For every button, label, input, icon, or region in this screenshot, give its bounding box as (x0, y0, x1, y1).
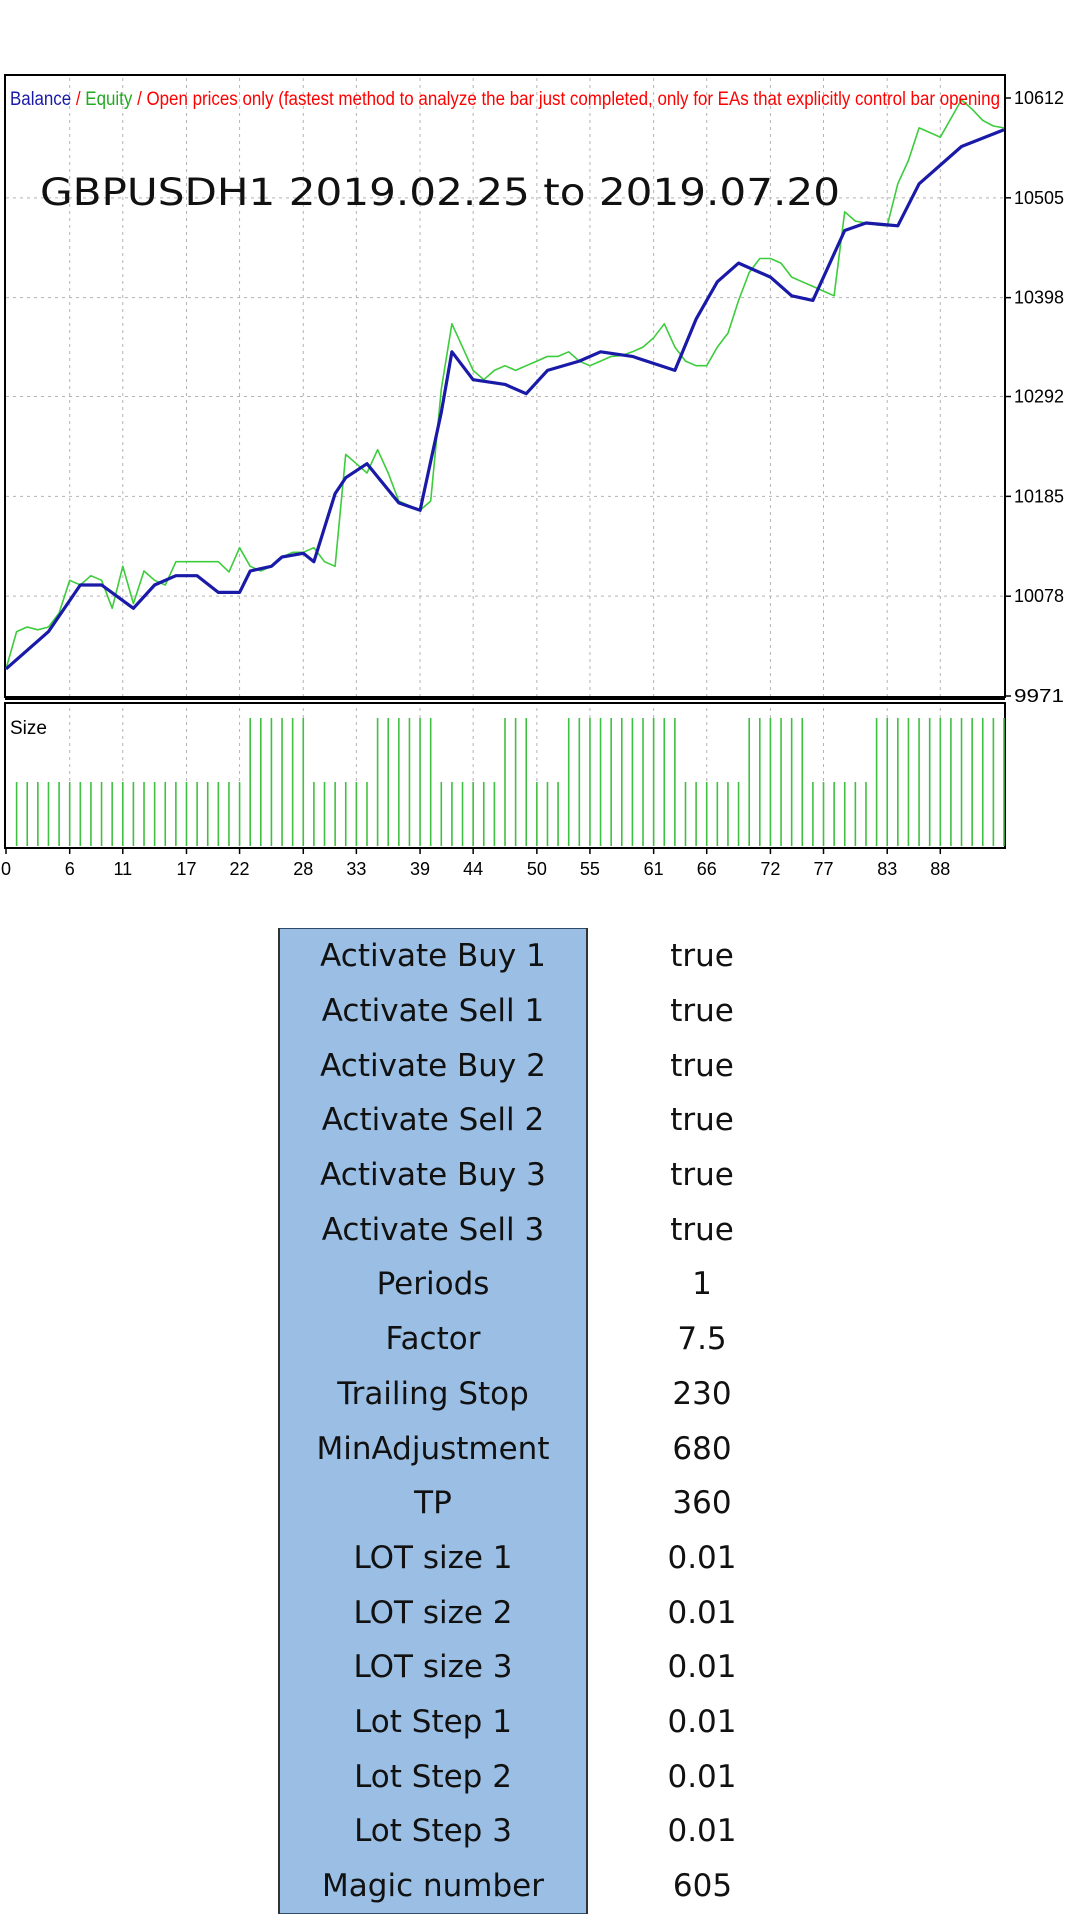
y-tick-label: 10078 (1014, 586, 1064, 606)
legend-balance: Balance (10, 89, 71, 110)
param-value: 0.01 (587, 1530, 817, 1586)
param-value: 7.5 (587, 1311, 817, 1367)
x-tick-label: 28 (293, 859, 313, 879)
param-label: LOT size 3 (278, 1639, 588, 1695)
param-value: true (587, 928, 817, 984)
legend-separator-2: / (132, 89, 146, 110)
x-tick-label: 6 (65, 859, 75, 879)
param-label: Activate Buy 2 (278, 1038, 588, 1094)
param-row: Trailing Stop 230 (278, 1366, 817, 1422)
x-tick-label: 72 (760, 859, 780, 879)
param-row: Factor 7.5 (278, 1311, 817, 1367)
x-tick-label: 17 (176, 859, 196, 879)
param-row: Lot Step 2 0.01 (278, 1749, 817, 1804)
param-label: Activate Sell 3 (278, 1202, 588, 1258)
param-row: Activate Sell 1 true (278, 983, 817, 1039)
param-label: Trailing Stop (278, 1366, 588, 1422)
size-bars (15, 718, 1005, 846)
param-label: Lot Step 1 (278, 1694, 588, 1750)
param-row: MinAdjustment 680 (278, 1421, 817, 1476)
size-panel-label: Size (10, 718, 47, 739)
param-value: true (587, 1093, 817, 1148)
param-label: Activate Buy 3 (278, 1147, 588, 1203)
x-tick-label: 33 (346, 859, 366, 879)
param-row: LOT size 3 0.01 (278, 1639, 817, 1695)
param-row: Magic number 605 (278, 1858, 817, 1915)
y-tick-label: 10292 (1014, 387, 1064, 407)
series-layer (4, 99, 1005, 671)
param-label: LOT size 2 (278, 1585, 588, 1640)
legend-text: Balance / Equity / Open prices only (fas… (10, 89, 1000, 110)
param-value: 0.01 (587, 1639, 817, 1695)
param-value: true (587, 1038, 817, 1094)
param-label: LOT size 1 (278, 1530, 588, 1586)
param-row: Activate Buy 3 true (278, 1147, 817, 1203)
legend-mode: Open prices only (fastest method to anal… (146, 89, 1000, 110)
param-value: true (587, 983, 817, 1039)
x-tick-label: 83 (877, 859, 897, 879)
param-label: Periods (278, 1257, 588, 1312)
param-label: Activate Sell 2 (278, 1093, 588, 1148)
param-label: Factor (278, 1311, 588, 1367)
equity-line (5, 99, 1005, 670)
param-value: 230 (587, 1366, 817, 1422)
param-row: Activate Sell 2 true (278, 1093, 817, 1148)
x-tick-label: 44 (463, 859, 483, 879)
y-tick-label: 9971 (1014, 686, 1064, 706)
legend-equity: Equity (85, 89, 132, 110)
param-row: Activate Buy 1 true (278, 927, 817, 984)
y-axis-ticks: 9971 10078 10185 10292 10398 10505 10612 (1005, 88, 1064, 706)
x-tick-label: 88 (930, 859, 950, 879)
param-label: Activate Buy 1 (278, 927, 588, 984)
param-row: Activate Sell 3 true (278, 1202, 817, 1258)
param-label: MinAdjustment (278, 1421, 588, 1476)
param-value: 1 (587, 1257, 817, 1312)
param-value: 0.01 (587, 1694, 817, 1750)
parameters-table: Activate Buy 1 true Activate Sell 1 true Act… (278, 927, 818, 1915)
legend-separator-1: / (71, 89, 85, 110)
param-label: Activate Sell 1 (278, 983, 588, 1039)
x-tick-label: 22 (230, 859, 250, 879)
param-row: Periods 1 (278, 1257, 817, 1312)
x-tick-label: 55 (580, 859, 600, 879)
x-tick-label: 61 (644, 859, 664, 879)
param-label: Magic number (278, 1858, 588, 1915)
x-axis-ticks: 0 6 11 17 22 28 33 39 44 50 55 61 66 72 77 83 88 (1, 848, 950, 879)
size-panel-border (4, 702, 1006, 849)
y-tick-label: 10505 (1014, 188, 1064, 208)
param-label: Lot Step 2 (278, 1749, 588, 1804)
x-tick-label: 77 (813, 859, 833, 879)
param-label: TP (278, 1475, 588, 1531)
x-tick-label: 66 (697, 859, 717, 879)
chart-title: GBPUSDH1 2019.02.25 to 2019.07.20 (40, 171, 840, 214)
param-value: 680 (587, 1421, 817, 1476)
param-row: LOT size 1 0.01 (278, 1530, 817, 1586)
param-row: LOT size 2 0.01 (278, 1585, 817, 1640)
param-value: true (587, 1147, 817, 1203)
x-tick-label: 39 (410, 859, 430, 879)
param-value: 360 (587, 1475, 817, 1531)
param-row: Lot Step 3 0.01 (278, 1804, 817, 1859)
balance-line (4, 128, 1005, 671)
param-value: 0.01 (587, 1804, 817, 1859)
y-tick-label: 10185 (1014, 486, 1064, 506)
param-value: 605 (587, 1858, 817, 1914)
y-tick-label: 10612 (1014, 88, 1064, 108)
param-label: Lot Step 3 (278, 1804, 588, 1859)
x-tick-label: 0 (1, 859, 11, 879)
param-value: true (587, 1202, 817, 1258)
x-tick-label: 50 (527, 859, 547, 879)
param-row: TP 360 (278, 1475, 817, 1531)
y-tick-label: 10398 (1014, 288, 1064, 308)
param-value: 0.01 (587, 1585, 817, 1640)
param-value: 0.01 (587, 1749, 817, 1804)
param-row: Lot Step 1 0.01 (278, 1694, 817, 1750)
x-tick-label: 11 (113, 859, 132, 879)
param-row: Activate Buy 2 true (278, 1038, 817, 1094)
